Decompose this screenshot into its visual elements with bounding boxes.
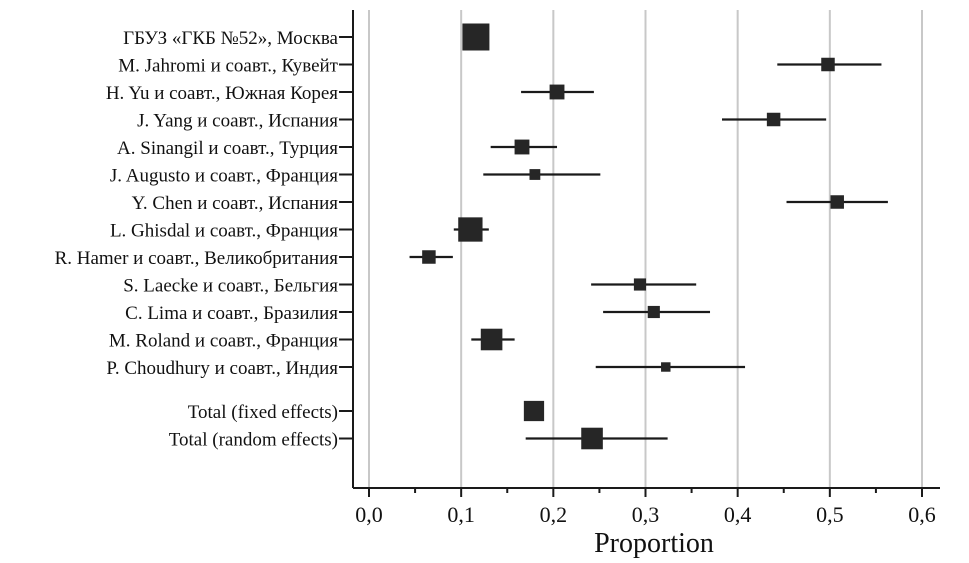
study-label-5: J. Augusto и соавт., Франция bbox=[110, 166, 338, 187]
x-tick-label-4: 0,4 bbox=[724, 502, 752, 527]
study-estimate-7 bbox=[458, 217, 483, 242]
axes bbox=[339, 10, 940, 497]
study-label-8: R. Hamer и соавт., Великобритания bbox=[55, 248, 339, 269]
study-estimate-9 bbox=[633, 278, 647, 291]
total-label-0: Total (fixed effects) bbox=[188, 402, 338, 423]
study-label-3: J. Yang и соавт., Испания bbox=[137, 111, 338, 132]
point-estimates bbox=[422, 23, 844, 450]
total-label-1: Total (random effects) bbox=[169, 430, 338, 451]
study-label-2: H. Yu и соавт., Южная Корея bbox=[106, 83, 338, 104]
grid-lines bbox=[368, 10, 923, 488]
x-tick-label-2: 0,2 bbox=[540, 502, 568, 527]
study-estimate-5 bbox=[529, 169, 541, 180]
study-label-12: P. Choudhury и соавт., Индия bbox=[106, 358, 338, 379]
study-estimate-1 bbox=[821, 57, 835, 72]
x-tick-labels: 0,0 0,1 0,2 0,3 0,4 0,5 0,6 bbox=[355, 502, 936, 527]
study-estimate-8 bbox=[422, 250, 436, 264]
study-label-9: S. Laecke и соавт., Бельгия bbox=[123, 276, 338, 297]
study-estimate-10 bbox=[647, 305, 660, 319]
study-label-11: M. Roland и соавт., Франция bbox=[109, 331, 338, 352]
study-label-0: ГБУЗ «ГКБ №52», Москва bbox=[123, 28, 338, 49]
x-tick-label-0: 0,0 bbox=[355, 502, 383, 527]
study-estimate-11 bbox=[480, 328, 503, 351]
study-estimate-6 bbox=[830, 195, 844, 209]
study-labels: ГБУЗ «ГКБ №52», Москва M. Jahromi и соавт… bbox=[55, 28, 339, 451]
study-estimate-4 bbox=[514, 139, 530, 155]
x-tick-label-1: 0,1 bbox=[447, 502, 475, 527]
confidence-intervals bbox=[409, 63, 888, 440]
study-label-4: A. Sinangil и соавт., Турция bbox=[117, 138, 338, 159]
study-label-1: M. Jahromi и соавт., Кувейт bbox=[118, 56, 338, 77]
total-estimate-1 bbox=[581, 427, 603, 450]
study-estimate-3 bbox=[766, 112, 781, 127]
study-estimate-12 bbox=[661, 362, 671, 372]
total-estimate-0 bbox=[523, 400, 545, 422]
study-label-6: Y. Chen и соавт., Испания bbox=[132, 193, 339, 214]
study-estimate-0 bbox=[462, 23, 490, 51]
x-tick-label-5: 0,5 bbox=[816, 502, 844, 527]
study-label-7: L. Ghisdal и соавт., Франция bbox=[110, 221, 338, 242]
x-tick-label-3: 0,3 bbox=[632, 502, 660, 527]
study-label-10: C. Lima и соавт., Бразилия bbox=[125, 303, 338, 324]
study-estimate-2 bbox=[549, 84, 565, 100]
x-axis-label: Proportion bbox=[594, 528, 714, 559]
x-tick-label-6: 0,6 bbox=[908, 502, 936, 527]
